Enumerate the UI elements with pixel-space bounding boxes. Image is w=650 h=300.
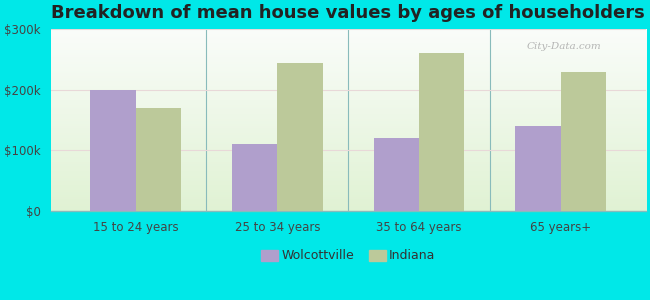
Bar [232,144,278,211]
Title: Breakdown of mean house values by ages of householders: Breakdown of mean house values by ages o… [51,4,645,22]
Bar [515,126,561,211]
Bar [278,63,322,211]
Bar [374,138,419,211]
Text: City-Data.com: City-Data.com [526,42,601,51]
Bar [419,53,464,211]
Bar [561,72,606,211]
Bar [90,90,136,211]
Bar [136,108,181,211]
Legend: Wolcottville, Indiana: Wolcottville, Indiana [256,244,440,267]
